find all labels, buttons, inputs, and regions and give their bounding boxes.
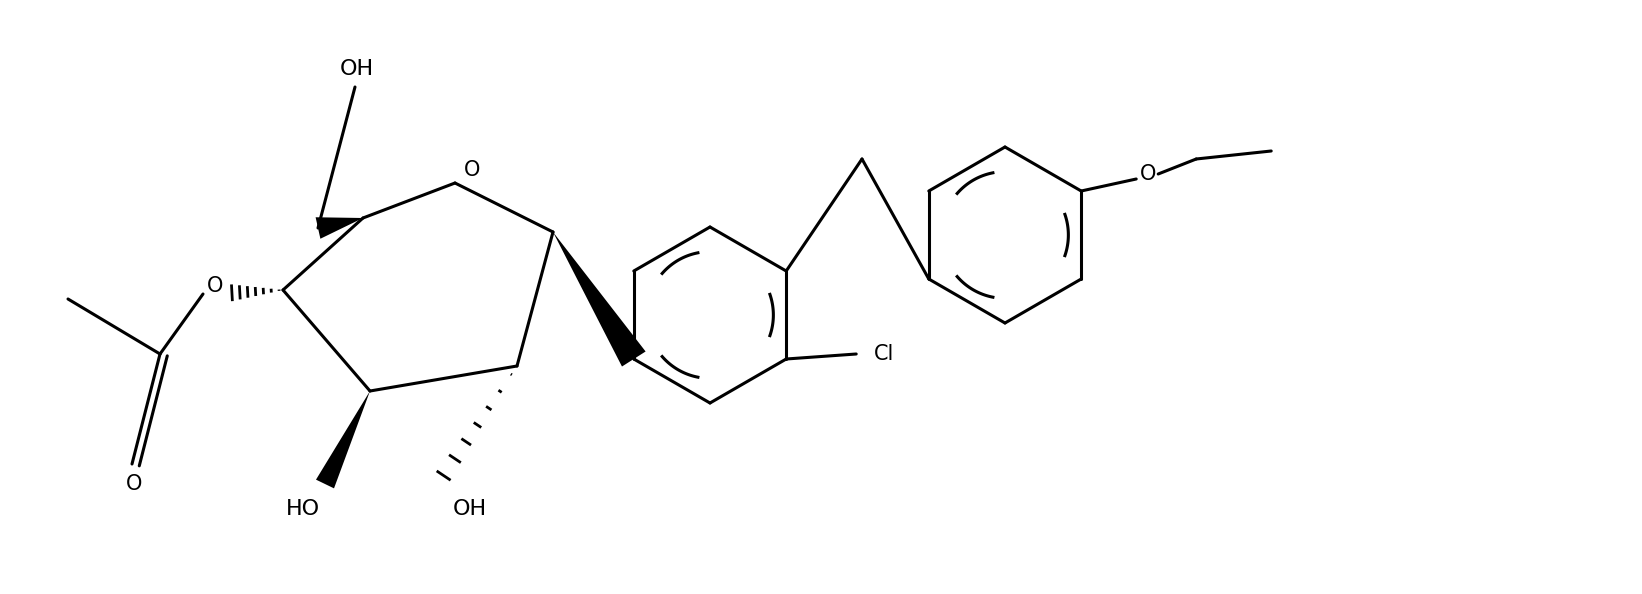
Text: O: O [1140, 164, 1156, 184]
Polygon shape [553, 232, 645, 366]
Text: HO: HO [286, 499, 320, 519]
Text: O: O [126, 474, 143, 494]
Polygon shape [315, 217, 363, 239]
Text: OH: OH [340, 59, 374, 79]
Text: O: O [463, 160, 479, 180]
Text: OH: OH [453, 499, 488, 519]
Text: Cl: Cl [874, 344, 895, 364]
Text: O: O [207, 276, 223, 296]
Polygon shape [315, 391, 369, 488]
